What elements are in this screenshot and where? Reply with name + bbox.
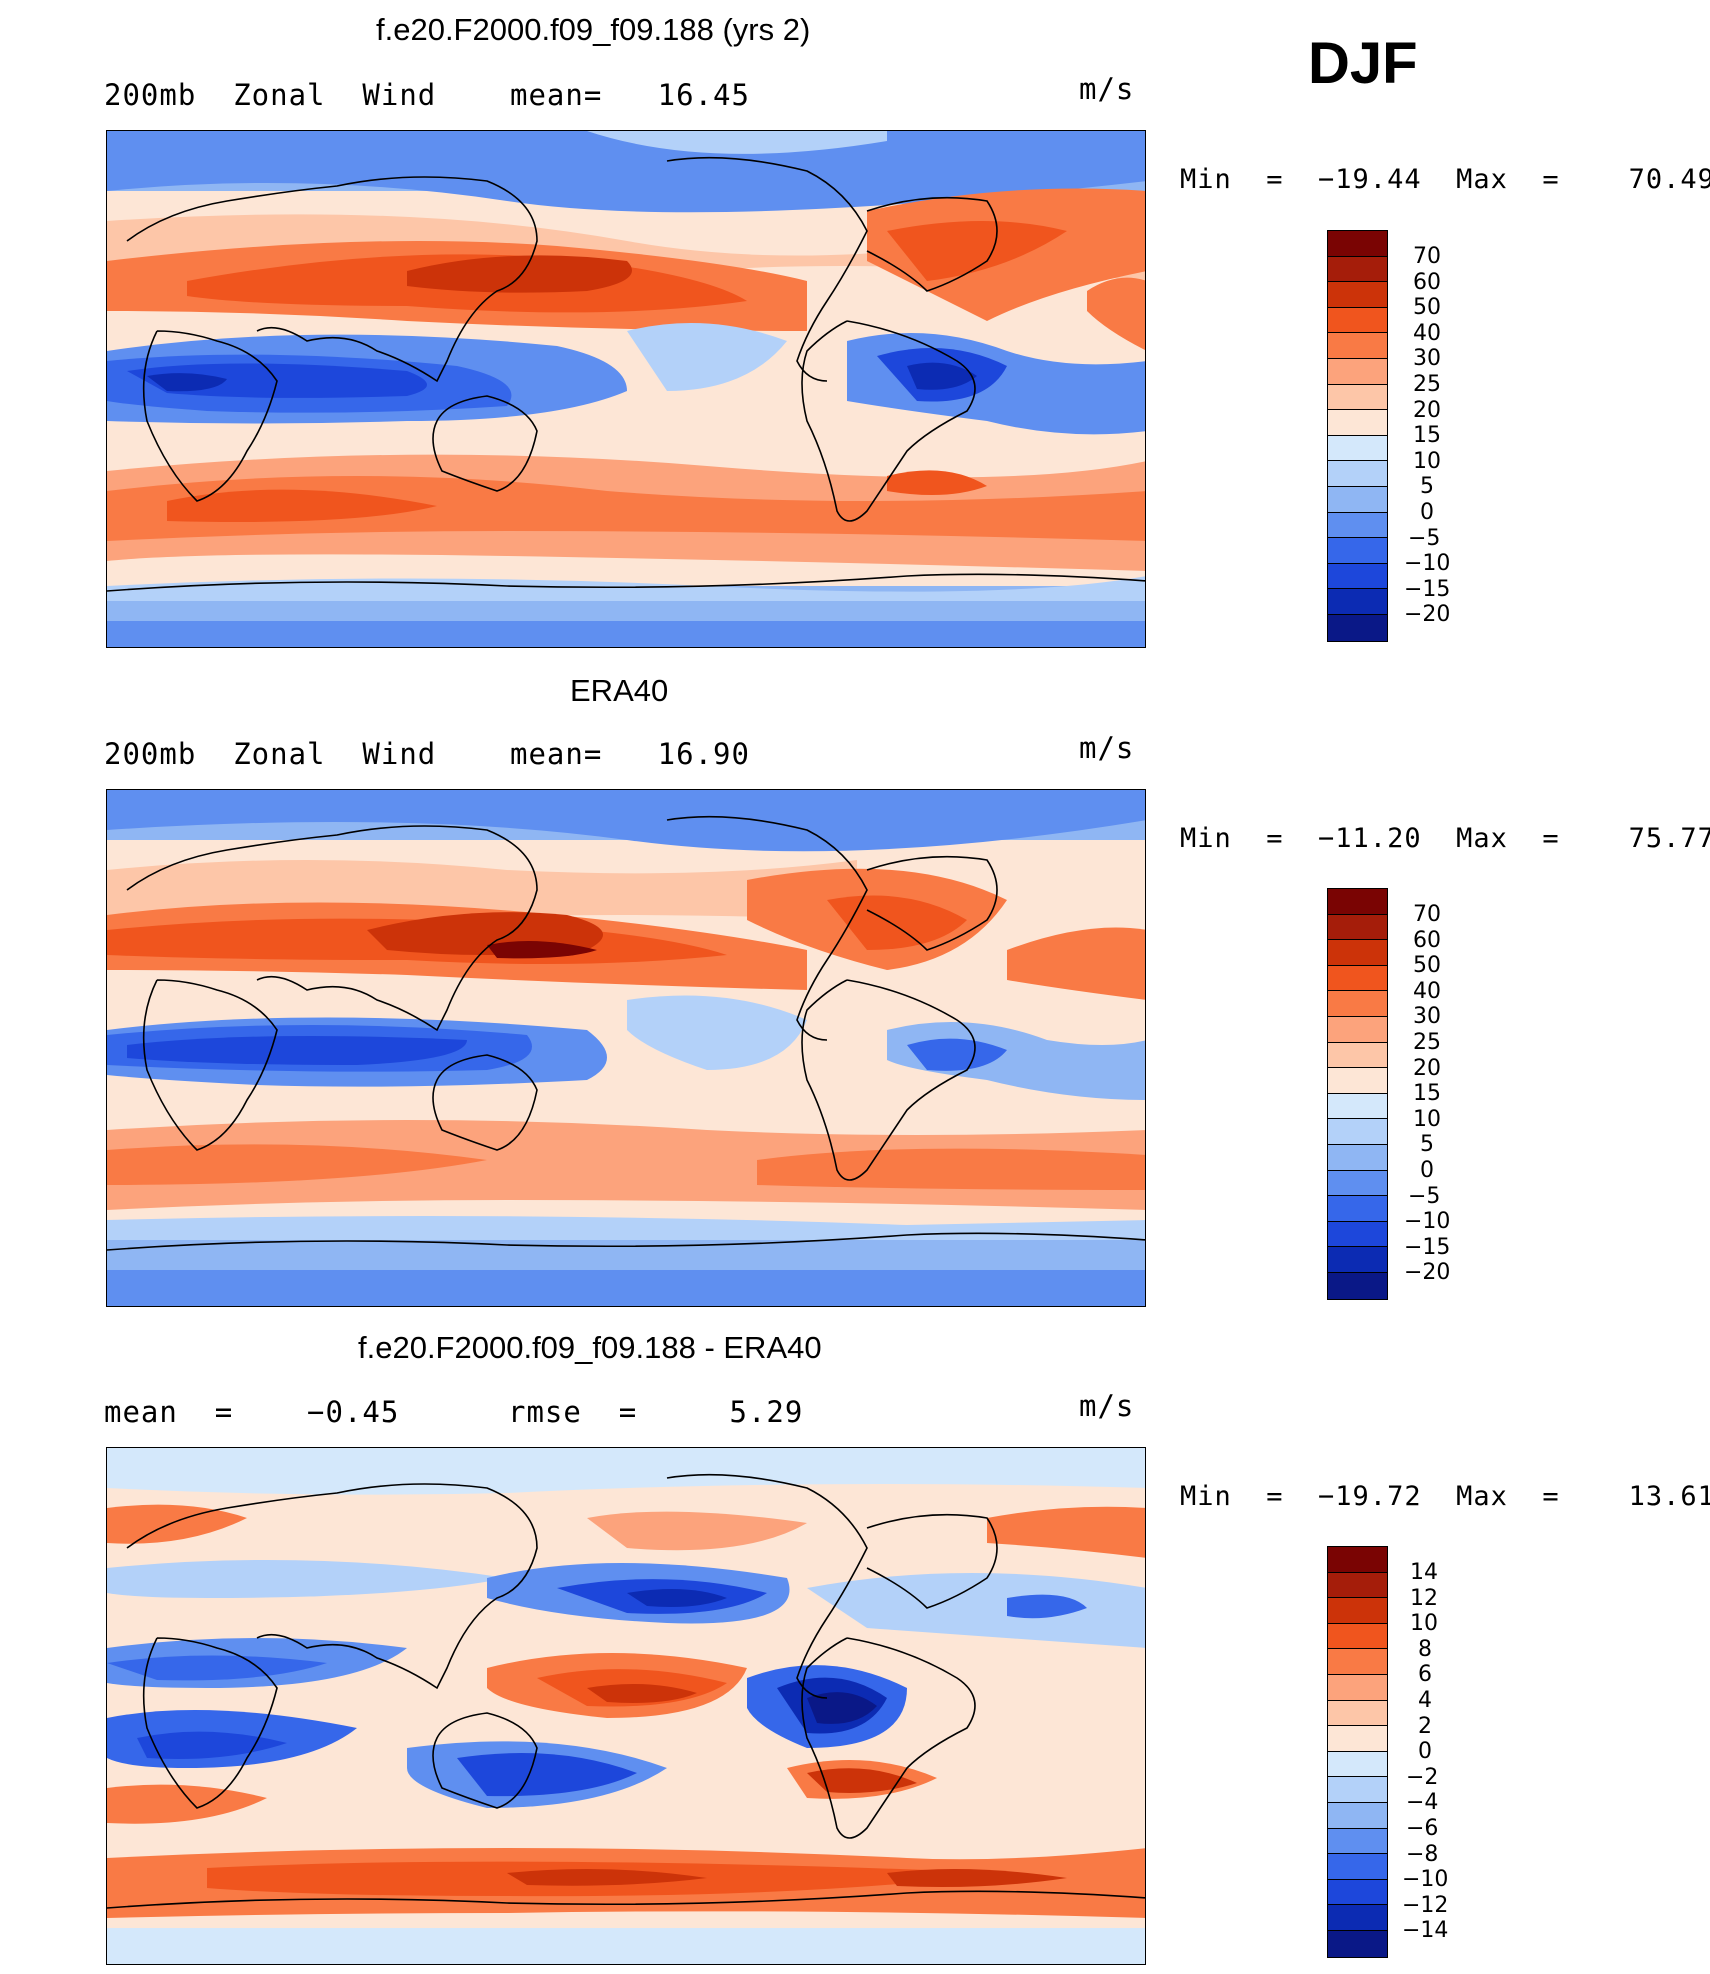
colorbar-tick-label: −20	[1404, 602, 1451, 627]
panel2-map-contours	[107, 790, 1145, 1306]
panel3-rmse-stat: rmse = 5.29	[508, 1395, 804, 1429]
panel3-map	[106, 1447, 1146, 1965]
panel1-variable-label: 200mb Zonal Wind	[104, 78, 437, 112]
colorbar-tick-label: −20	[1404, 1260, 1451, 1285]
panel3-mean-stat: mean = −0.45	[104, 1395, 400, 1429]
panel3-map-contours	[107, 1448, 1145, 1964]
colorbar-tick-label: 20	[1413, 398, 1441, 423]
colorbar-tick-label: 30	[1413, 1004, 1441, 1029]
colorbar-tick-label: 15	[1413, 423, 1441, 448]
panel3-minmax: Min = −19.72 Max = 13.61	[1180, 1481, 1710, 1512]
colorbar-tick-label: 8	[1418, 1637, 1432, 1662]
panel2-map	[106, 789, 1146, 1307]
season-label: DJF	[1308, 31, 1418, 96]
panel2-mean-stat: mean= 16.90	[510, 737, 750, 771]
colorbar-tick-label: −14	[1402, 1918, 1449, 1943]
panel2-colorbar	[1327, 888, 1388, 1300]
panel1-map	[106, 130, 1146, 648]
colorbar-tick-label: 4	[1418, 1688, 1432, 1713]
panel1-map-contours	[107, 131, 1145, 647]
colorbar-tick-label: −4	[1406, 1790, 1439, 1815]
panel1-colorbar	[1327, 230, 1388, 642]
colorbar-tick-label: 50	[1413, 953, 1441, 978]
colorbar-tick-label: 30	[1413, 346, 1441, 371]
colorbar-tick-label: −8	[1406, 1842, 1439, 1867]
panel3-title: f.e20.F2000.f09_f09.188 - ERA40	[358, 1330, 822, 1365]
colorbar-tick-label: −10	[1404, 551, 1451, 576]
colorbar-tick-label: 60	[1413, 928, 1441, 953]
panel3-colorbar	[1327, 1546, 1388, 1958]
colorbar-tick-label: 12	[1410, 1586, 1438, 1611]
colorbar-tick-label: 70	[1413, 902, 1441, 927]
colorbar-tick-label: 60	[1413, 270, 1441, 295]
panel1-minmax: Min = −19.44 Max = 70.49	[1180, 164, 1710, 195]
colorbar-tick-label: 40	[1413, 979, 1441, 1004]
colorbar-tick-label: 10	[1410, 1611, 1438, 1636]
panel2-title: ERA40	[570, 673, 669, 708]
colorbar-tick-label: 5	[1420, 474, 1434, 499]
colorbar-tick-label: −5	[1408, 1184, 1441, 1209]
panel3-units: m/s	[1079, 1389, 1135, 1423]
colorbar-tick-label: −5	[1408, 526, 1441, 551]
colorbar-tick-label: −6	[1406, 1816, 1439, 1841]
panel1-title: f.e20.F2000.f09_f09.188 (yrs 2)	[376, 12, 811, 47]
colorbar-tick-label: 0	[1420, 500, 1434, 525]
colorbar-tick-label: −10	[1402, 1867, 1449, 1892]
panel2-minmax: Min = −11.20 Max = 75.77	[1180, 823, 1710, 854]
panel1-mean-stat: mean= 16.45	[510, 78, 750, 112]
colorbar-tick-label: 0	[1420, 1158, 1434, 1183]
colorbar-tick-label: 10	[1413, 1107, 1441, 1132]
colorbar-tick-label: 40	[1413, 321, 1441, 346]
colorbar-tick-label: 20	[1413, 1056, 1441, 1081]
panel1-units: m/s	[1079, 72, 1135, 106]
colorbar-tick-label: 25	[1413, 372, 1441, 397]
colorbar-tick-label: 2	[1418, 1714, 1432, 1739]
panel2-variable-label: 200mb Zonal Wind	[104, 737, 437, 771]
colorbar-tick-label: 5	[1420, 1132, 1434, 1157]
colorbar-tick-label: 10	[1413, 449, 1441, 474]
colorbar-tick-label: 14	[1410, 1560, 1438, 1585]
colorbar-tick-label: −10	[1404, 1209, 1451, 1234]
colorbar-tick-label: 50	[1413, 295, 1441, 320]
colorbar-tick-label: 15	[1413, 1081, 1441, 1106]
colorbar-tick-label: 6	[1418, 1662, 1432, 1687]
colorbar-tick-label: −15	[1404, 577, 1451, 602]
colorbar-tick-label: −2	[1406, 1765, 1439, 1790]
panel2-units: m/s	[1079, 731, 1135, 765]
colorbar-tick-label: 0	[1418, 1739, 1432, 1764]
colorbar-tick-label: 25	[1413, 1030, 1441, 1055]
colorbar-tick-label: 70	[1413, 244, 1441, 269]
colorbar-tick-label: −12	[1402, 1893, 1449, 1918]
colorbar-tick-label: −15	[1404, 1235, 1451, 1260]
